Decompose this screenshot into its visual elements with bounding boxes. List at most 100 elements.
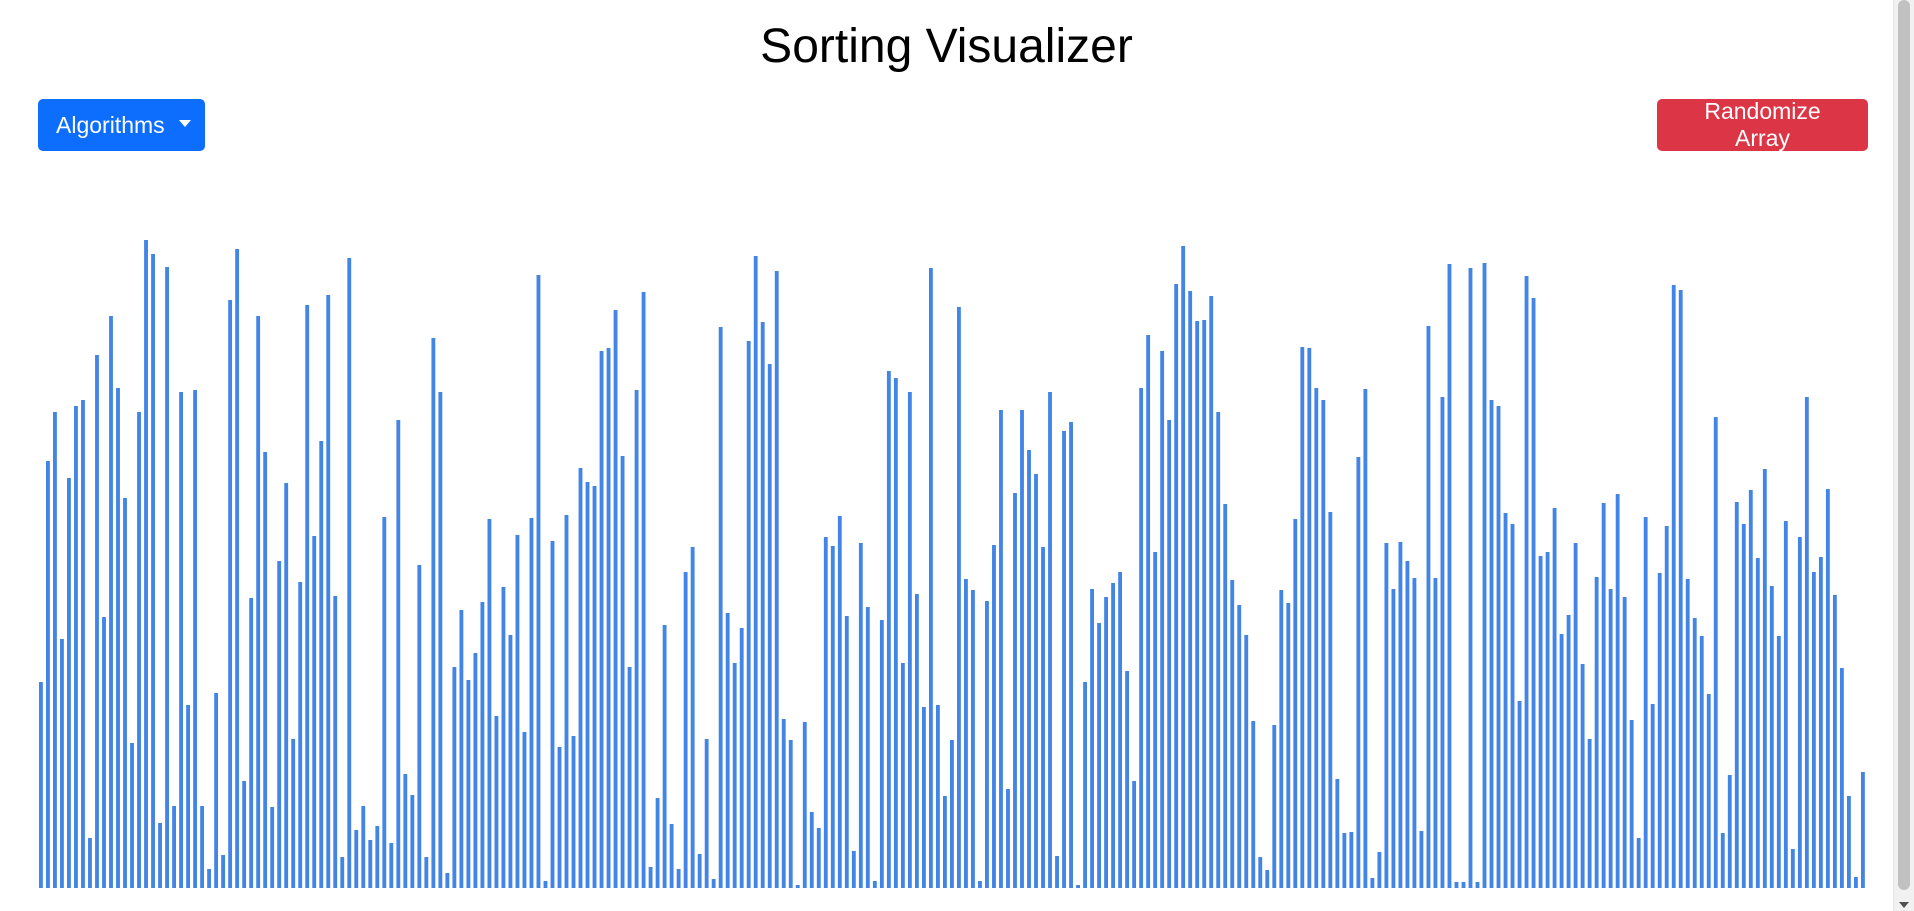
array-bar xyxy=(1552,508,1557,888)
array-bar xyxy=(1461,882,1466,888)
array-bar xyxy=(1643,517,1648,888)
array-bar xyxy=(1328,512,1333,888)
array-bar xyxy=(480,602,485,888)
array-bar xyxy=(1741,524,1746,888)
array-bar xyxy=(907,392,912,888)
array-bar xyxy=(361,806,366,888)
array-bar xyxy=(529,518,534,888)
array-bar xyxy=(431,338,436,888)
array-bar xyxy=(1293,519,1298,888)
array-bar xyxy=(1300,347,1305,888)
array-bar xyxy=(606,348,611,888)
array-bar xyxy=(95,355,99,888)
array-bar xyxy=(1573,543,1578,888)
array-bar xyxy=(781,719,786,888)
array-bar xyxy=(39,682,43,888)
array-bar xyxy=(1433,578,1438,888)
array-bar xyxy=(1321,400,1326,888)
array-bar xyxy=(1139,388,1144,888)
array-bar xyxy=(1230,580,1235,888)
array-bar xyxy=(816,828,821,888)
array-bar xyxy=(193,390,198,888)
array-bar xyxy=(1783,521,1788,888)
array-bar xyxy=(1223,504,1228,888)
scroll-down-arrow-icon[interactable] xyxy=(1899,902,1909,908)
array-bar xyxy=(1468,268,1473,888)
array-bar xyxy=(60,639,64,888)
array-bar xyxy=(403,774,408,888)
array-bar xyxy=(1664,526,1669,888)
array-bar xyxy=(396,420,401,888)
array-bar xyxy=(1475,882,1480,888)
array-bar xyxy=(1097,623,1102,888)
array-bar xyxy=(501,587,506,888)
array-bar xyxy=(1699,636,1704,888)
array-bar xyxy=(1797,537,1802,888)
array-bar xyxy=(1167,420,1172,888)
array-bar xyxy=(256,316,261,888)
array-bar xyxy=(116,388,120,888)
algorithms-button-label: Algorithms xyxy=(56,111,165,138)
array-bar xyxy=(382,517,387,888)
array-bar xyxy=(1132,781,1137,888)
array-bar xyxy=(1839,668,1844,888)
array-bar xyxy=(1342,833,1347,888)
array-bar xyxy=(1629,720,1634,888)
array-bar xyxy=(1265,870,1270,888)
array-bar xyxy=(102,617,106,888)
array-bar xyxy=(1678,290,1683,888)
array-bar xyxy=(1657,573,1662,888)
array-bar xyxy=(459,610,464,888)
array-bar xyxy=(375,826,380,888)
array-bar xyxy=(1727,775,1732,888)
array-bar xyxy=(1706,694,1711,888)
array-bar xyxy=(88,838,92,888)
array-bar xyxy=(1286,603,1291,888)
array-bar xyxy=(1272,725,1277,888)
array-bar xyxy=(1482,263,1487,888)
array-bar xyxy=(900,663,905,888)
array-bar xyxy=(641,292,646,888)
array-bar xyxy=(837,516,842,888)
array-bar xyxy=(1062,431,1066,888)
array-bar xyxy=(1314,388,1319,888)
array-bar xyxy=(165,267,169,888)
array-bar xyxy=(235,249,240,888)
array-bar xyxy=(1496,406,1501,888)
array-bar xyxy=(914,594,919,888)
algorithms-dropdown-button[interactable]: Algorithms xyxy=(38,99,205,151)
array-bar xyxy=(1622,597,1627,888)
vertical-scrollbar[interactable] xyxy=(1893,0,1914,911)
array-bar xyxy=(564,515,569,888)
array-bar xyxy=(1104,597,1109,888)
array-bar xyxy=(487,519,492,888)
array-bar xyxy=(1391,589,1396,888)
array-bar xyxy=(1013,493,1017,888)
array-bar xyxy=(746,341,751,888)
array-bar xyxy=(1216,412,1221,888)
array-bar xyxy=(242,781,247,888)
array-bar xyxy=(704,739,709,888)
array-bar xyxy=(725,613,730,888)
array-bar xyxy=(1398,542,1403,888)
array-bar xyxy=(1090,589,1094,888)
array-bar xyxy=(445,873,450,888)
array-bar xyxy=(508,635,513,888)
array-bar xyxy=(1041,547,1045,888)
array-bar xyxy=(305,305,310,888)
randomize-array-button[interactable]: Randomize Array xyxy=(1657,98,1868,151)
scrollbar-thumb[interactable] xyxy=(1898,0,1910,890)
array-bar xyxy=(676,869,681,888)
array-bar xyxy=(1601,503,1606,888)
array-bar xyxy=(1405,561,1410,888)
array-bar xyxy=(1251,721,1256,888)
array-bar xyxy=(1020,410,1024,888)
array-bar xyxy=(137,412,141,888)
array-bar xyxy=(1804,397,1809,888)
array-bar xyxy=(1384,543,1389,888)
array-bar xyxy=(452,667,457,888)
array-bar xyxy=(270,807,275,888)
array-bar xyxy=(1832,595,1837,888)
array-bar xyxy=(844,616,849,888)
